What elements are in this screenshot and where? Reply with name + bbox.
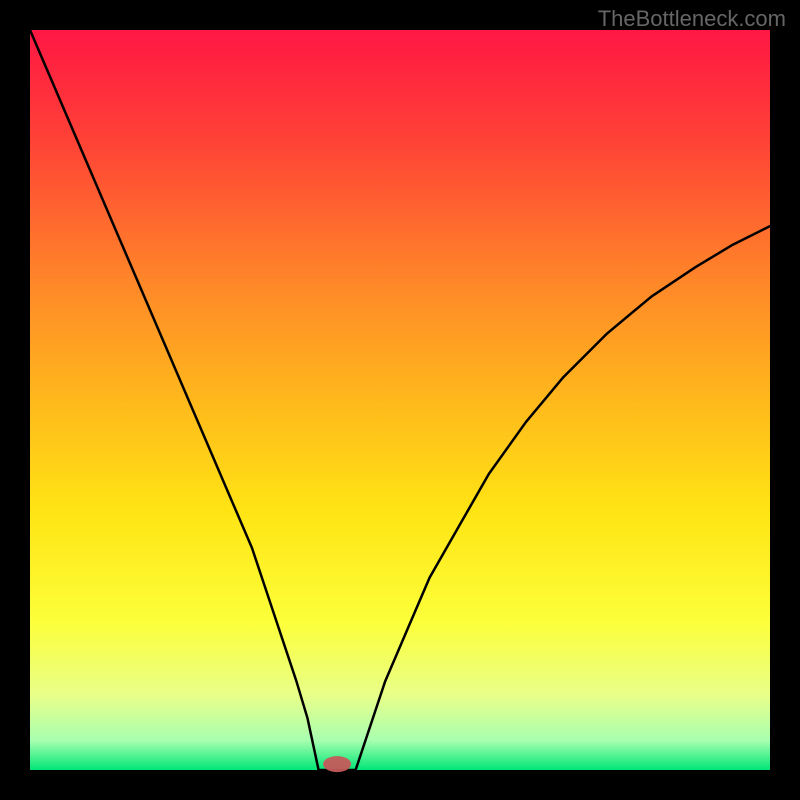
optimum-marker [323,756,351,772]
bottleneck-chart [0,0,800,800]
chart-container: TheBottleneck.com [0,0,800,800]
watermark-text: TheBottleneck.com [598,6,786,32]
plot-background [30,30,770,770]
